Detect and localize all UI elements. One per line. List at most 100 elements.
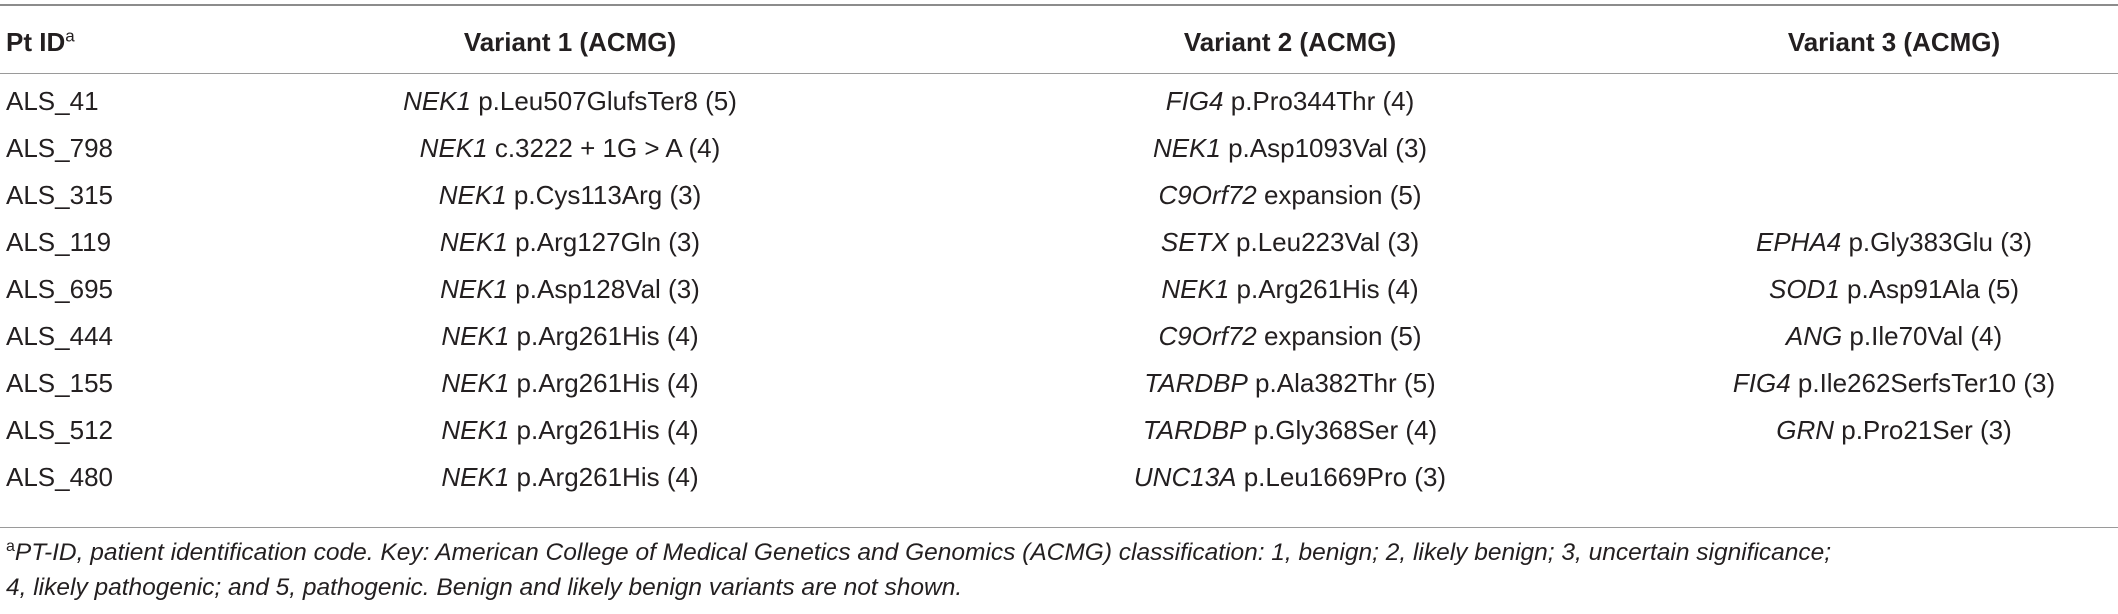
gene-name: EPHA4 (1755, 227, 1842, 257)
cell-variant-2: UNC13A p.Leu1669Pro (3) (910, 454, 1670, 501)
cell-variant-1: NEK1 p.Arg261His (4) (230, 313, 910, 360)
footnote-line-1: aPT-ID, patient identification code. Key… (6, 537, 1832, 566)
cell-variant-2: C9Orf72 expansion (5) (910, 172, 1670, 219)
table-row: ALS_798 NEK1 c.3222 + 1G > A (4) NEK1 p.As… (0, 125, 2118, 172)
gene-name: NEK1 (441, 462, 510, 492)
cell-patient-id: ALS_798 (6, 133, 113, 163)
table-header-row: Pt IDa Variant 1 (ACMG) Variant 2 (ACMG)… (0, 6, 2118, 78)
table-row: ALS_444 NEK1 p.Arg261His (4) C9Orf72 expan… (0, 313, 2118, 360)
variant-detail: p.Gly368Ser (4) (1246, 415, 1438, 445)
header-variant-1: Variant 1 (ACMG) (463, 27, 677, 57)
cell-patient-id: ALS_315 (6, 180, 113, 210)
gene-name: GRN (1776, 415, 1835, 445)
variant-detail: p.Pro344Thr (4) (1223, 86, 1415, 116)
cell-variant-2: TARDBP p.Gly368Ser (4) (910, 407, 1670, 454)
cell-variant-1: NEK1 p.Arg127Gln (3) (230, 219, 910, 266)
table-row: ALS_512 NEK1 p.Arg261His (4) TARDBP p.Gly3… (0, 407, 2118, 454)
variant-detail: p.Ala382Thr (5) (1247, 368, 1436, 398)
cell-variant-1: NEK1 p.Cys113Arg (3) (230, 172, 910, 219)
cell-patient-id: ALS_155 (6, 368, 113, 398)
table-row: ALS_119 NEK1 p.Arg127Gln (3) SETX p.Leu223… (0, 219, 2118, 266)
gene-name: NEK1 (1161, 274, 1230, 304)
gene-name: NEK1 (439, 227, 508, 257)
variant-detail: expansion (5) (1256, 321, 1422, 351)
variants-table: Pt IDa Variant 1 (ACMG) Variant 2 (ACMG)… (0, 6, 2118, 501)
table-footnote: aPT-ID, patient identification code. Key… (6, 535, 2111, 605)
cell-variant-3: SOD1 p.Asp91Ala (5) (1670, 266, 2118, 313)
cell-variant-2: SETX p.Leu223Val (3) (910, 219, 1670, 266)
variant-detail: p.Cys113Arg (3) (506, 180, 702, 210)
gene-name: FIG4 (1732, 368, 1791, 398)
header-variant-3: Variant 3 (ACMG) (1787, 27, 2001, 57)
gene-name: ANG (1785, 321, 1843, 351)
cell-variant-3 (1670, 454, 2118, 501)
table-row: ALS_480 NEK1 p.Arg261His (4) UNC13A p.Leu1… (0, 454, 2118, 501)
header-pt-id: Pt IDa (6, 26, 75, 57)
variant-detail: p.Pro21Ser (3) (1834, 415, 2012, 445)
gene-name: NEK1 (1152, 133, 1221, 163)
gene-name: SOD1 (1768, 274, 1840, 304)
cell-variant-1: NEK1 p.Leu507GlufsTer8 (5) (230, 78, 910, 125)
variant-detail: p.Leu223Val (3) (1228, 227, 1420, 257)
gene-name: C9Orf72 (1158, 180, 1257, 210)
gene-name: TARDBP (1144, 368, 1248, 398)
gene-name: TARDBP (1142, 415, 1247, 445)
cell-patient-id: ALS_512 (6, 415, 113, 445)
gene-name: NEK1 (441, 321, 510, 351)
cell-variant-2: NEK1 p.Asp1093Val (3) (910, 125, 1670, 172)
cell-variant-3: FIG4 p.Ile262SerfsTer10 (3) (1670, 360, 2118, 407)
cell-variant-3 (1670, 125, 2118, 172)
variant-detail: c.3222 + 1G > A (4) (487, 133, 721, 163)
cell-variant-2: C9Orf72 expansion (5) (910, 313, 1670, 360)
variant-detail: p.Arg261His (4) (1229, 274, 1419, 304)
cell-variant-1: NEK1 p.Arg261His (4) (230, 407, 910, 454)
gene-name: SETX (1160, 227, 1229, 257)
cell-variant-1: NEK1 c.3222 + 1G > A (4) (230, 125, 910, 172)
table-top-rule (0, 4, 2118, 6)
variant-detail: p.Asp128Val (3) (508, 274, 700, 304)
variant-detail: p.Arg261His (4) (509, 321, 699, 351)
cell-variant-3: ANG p.Ile70Val (4) (1670, 313, 2118, 360)
gene-name: NEK1 (440, 274, 509, 304)
variant-detail: p.Asp1093Val (3) (1220, 133, 1428, 163)
footnote-line-2: 4, likely pathogenic; and 5, pathogenic.… (6, 574, 963, 601)
variant-detail: p.Arg261His (4) (509, 368, 699, 398)
variant-detail: p.Asp91Ala (5) (1839, 274, 2020, 304)
table-row: ALS_315 NEK1 p.Cys113Arg (3) C9Orf72 expan… (0, 172, 2118, 219)
gene-name: UNC13A (1133, 462, 1237, 492)
table-bottom-rule (0, 527, 2118, 528)
gene-name: NEK1 (403, 86, 471, 116)
variant-detail: p.Arg261His (4) (509, 462, 699, 492)
cell-variant-3: EPHA4 p.Gly383Glu (3) (1670, 219, 2118, 266)
cell-patient-id: ALS_119 (6, 227, 112, 257)
variant-detail: p.Leu1669Pro (3) (1236, 462, 1447, 492)
cell-variant-2: TARDBP p.Ala382Thr (5) (910, 360, 1670, 407)
cell-variant-3: GRN p.Pro21Ser (3) (1670, 407, 2118, 454)
gene-name: NEK1 (438, 180, 507, 210)
gene-name: NEK1 (441, 415, 510, 445)
variant-detail: p.Leu507GlufsTer8 (5) (470, 86, 737, 116)
gene-name: C9Orf72 (1158, 321, 1257, 351)
header-variant-2: Variant 2 (ACMG) (1183, 27, 1397, 57)
cell-variant-1: NEK1 p.Asp128Val (3) (230, 266, 910, 313)
gene-name: FIG4 (1165, 86, 1224, 116)
variant-detail: p.Arg127Gln (3) (507, 227, 701, 257)
cell-variant-2: NEK1 p.Arg261His (4) (910, 266, 1670, 313)
table-row: ALS_695 NEK1 p.Asp128Val (3) NEK1 p.Arg261… (0, 266, 2118, 313)
variant-detail: expansion (5) (1256, 180, 1422, 210)
header-rule (0, 73, 2118, 74)
cell-variant-2: FIG4 p.Pro344Thr (4) (910, 78, 1670, 125)
variant-detail: p.Arg261His (4) (509, 415, 699, 445)
cell-patient-id: ALS_41 (6, 86, 99, 116)
gene-name: NEK1 (441, 368, 510, 398)
cell-variant-3 (1670, 78, 2118, 125)
cell-patient-id: ALS_444 (6, 321, 113, 351)
cell-variant-3 (1670, 172, 2118, 219)
variant-detail: p.Gly383Glu (3) (1841, 227, 2032, 257)
variant-detail: p.Ile70Val (4) (1842, 321, 2003, 351)
table-row: ALS_155 NEK1 p.Arg261His (4) TARDBP p.Ala3… (0, 360, 2118, 407)
variant-detail: p.Ile262SerfsTer10 (3) (1790, 368, 2056, 398)
cell-patient-id: ALS_480 (6, 462, 113, 492)
gene-name: NEK1 (419, 133, 488, 163)
table-row: ALS_41 NEK1 p.Leu507GlufsTer8 (5) FIG4 p.P… (0, 78, 2118, 125)
